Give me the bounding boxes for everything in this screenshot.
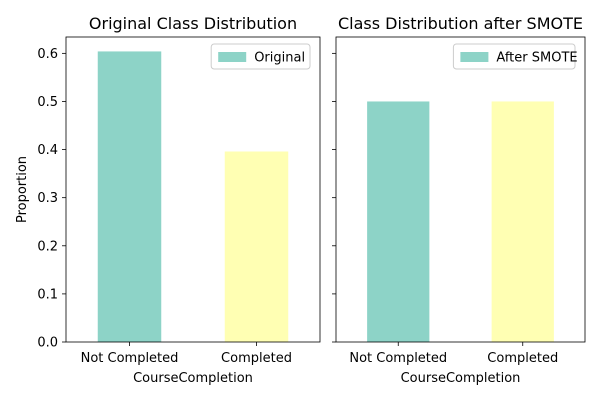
- bar-completed: [491, 101, 554, 343]
- axes-frame: [335, 36, 586, 343]
- legend-box: [452, 43, 576, 70]
- chart-panel-2: Not Completed Completed Class Distribution…: [332, 14, 586, 386]
- x-tick-label: Not Completed: [81, 351, 179, 366]
- legend-box: [210, 43, 311, 70]
- x-tick-label: Completed: [487, 351, 558, 366]
- y-tick-label: 0.3: [37, 191, 58, 206]
- y-tick-label: 0.6: [37, 47, 58, 62]
- axes-frame: [65, 36, 321, 343]
- bar-not-completed: [97, 51, 162, 342]
- bar-completed: [224, 151, 289, 342]
- legend-label: After SMOTE: [496, 51, 577, 66]
- y-tick-label: 0.1: [37, 287, 58, 302]
- bar-not-completed: [367, 101, 430, 343]
- legend-swatch: [218, 52, 247, 62]
- y-tick-label: 0.0: [37, 336, 58, 351]
- chart-title: Class Distribution after SMOTE: [338, 14, 583, 33]
- x-axis-label: CourseCompletion: [133, 371, 253, 386]
- x-tick-label: Not Completed: [349, 351, 447, 366]
- chart-panel-1: Not Completed Completed 0.0 0.1 0.2 0.3 0.4 0.5…: [15, 14, 321, 386]
- chart-title: Original Class Distribution: [89, 14, 297, 33]
- y-tick-label: 0.5: [37, 95, 58, 110]
- legend: After SMOTE: [452, 43, 578, 70]
- legend: Original: [210, 43, 311, 70]
- x-tick-label: Completed: [221, 351, 292, 366]
- y-tick-label: 0.2: [37, 239, 58, 254]
- x-axis-label: CourseCompletion: [401, 371, 521, 386]
- y-axis-label: Proportion: [15, 156, 30, 223]
- y-tick-label: 0.4: [37, 143, 58, 158]
- legend-swatch: [460, 52, 489, 62]
- legend-label: Original: [254, 51, 305, 66]
